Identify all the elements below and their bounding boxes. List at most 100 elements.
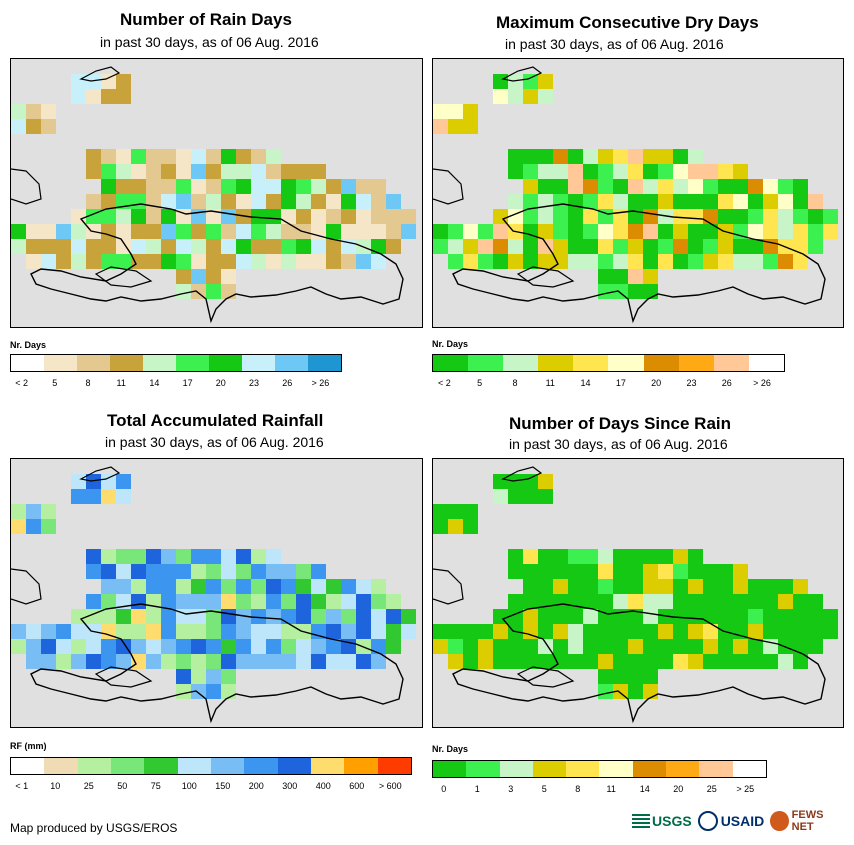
legend-swatch [699,761,733,777]
map-cell [433,639,448,654]
map-cell [356,594,371,609]
legend-label: < 2 [437,378,451,388]
map-cell [808,224,823,239]
map-cell [583,639,598,654]
map-cell [748,624,763,639]
map-cell [221,594,236,609]
map-cell [718,179,733,194]
map-cell [703,654,718,669]
map-cell [583,194,598,209]
map-cell [101,579,116,594]
map-cell [598,624,613,639]
map-cell [281,239,296,254]
map-cell [281,224,296,239]
map-cell [598,254,613,269]
map-max-dry-days [432,58,844,328]
map-cell [598,564,613,579]
map-cell [281,164,296,179]
map-cell [643,164,658,179]
map-cell [823,609,838,624]
map-grid [11,466,416,724]
map-cell [311,609,326,624]
map-cell [251,254,266,269]
legend-swatch [499,761,533,777]
map-cell [26,104,41,119]
map-cell [583,609,598,624]
map-cell [221,549,236,564]
map-cell [508,254,523,269]
map-cell [71,474,86,489]
map-cell [628,224,643,239]
map-cell [508,594,523,609]
map-cell [793,654,808,669]
map-cell [116,164,131,179]
map-cell [386,624,401,639]
map-cell [523,254,538,269]
legend-swatch [177,758,211,774]
map-cell [11,104,26,119]
map-cell [86,194,101,209]
map-cell [266,194,281,209]
map-cell [86,474,101,489]
legend-swatch [599,761,633,777]
map-cell [628,179,643,194]
map-cell [71,489,86,504]
map-cell [673,579,688,594]
map-cell [598,284,613,299]
legend-label: 400 [315,781,331,791]
map-cell [356,654,371,669]
map-cell [778,194,793,209]
map-cell [433,224,448,239]
legend-label: 26 [721,378,732,388]
map-cell [326,224,341,239]
map-cell [266,594,281,609]
map-cell [583,549,598,564]
map-cell [508,89,523,104]
legend-swatch [11,355,44,371]
map-cell [116,254,131,269]
legend-swatch [344,758,378,774]
map-cell [763,194,778,209]
map-cell [583,579,598,594]
map-cell [41,624,56,639]
map-cell [266,624,281,639]
map-cell [281,639,296,654]
legend-swatch [608,355,644,371]
map-cell [448,654,463,669]
legend-label: > 26 [311,378,330,388]
map-cell [161,639,176,654]
legend-swatch [110,355,143,371]
map-cell [583,149,598,164]
legend-swatch [110,758,145,774]
fews-sun-icon [770,811,789,831]
map-cell [326,254,341,269]
legend-label: 25 [706,784,717,794]
map-cell [538,654,553,669]
legend-label: 50 [117,781,128,791]
map-cell [386,609,401,624]
map-cell [523,654,538,669]
map-cell [688,654,703,669]
legend-label: 17 [182,378,193,388]
panel-subtitle: in past 30 days, as of 06 Aug. 2016 [509,436,728,452]
map-cell [583,594,598,609]
map-cell [41,224,56,239]
map-cell [116,579,131,594]
legend-label: 26 [282,378,293,388]
legend-label: 14 [639,784,650,794]
legend-swatch [44,758,78,774]
map-cell [523,149,538,164]
map-cell [598,224,613,239]
map-cell [296,639,311,654]
map-cell [161,224,176,239]
map-cell [371,209,386,224]
lake-outline [94,266,153,288]
map-cell [523,74,538,89]
map-cell [296,579,311,594]
map-cell [221,579,236,594]
legend-swatch [732,761,766,777]
map-cell [538,489,553,504]
map-cell [628,564,643,579]
map-cell [176,564,191,579]
map-cell [86,549,101,564]
